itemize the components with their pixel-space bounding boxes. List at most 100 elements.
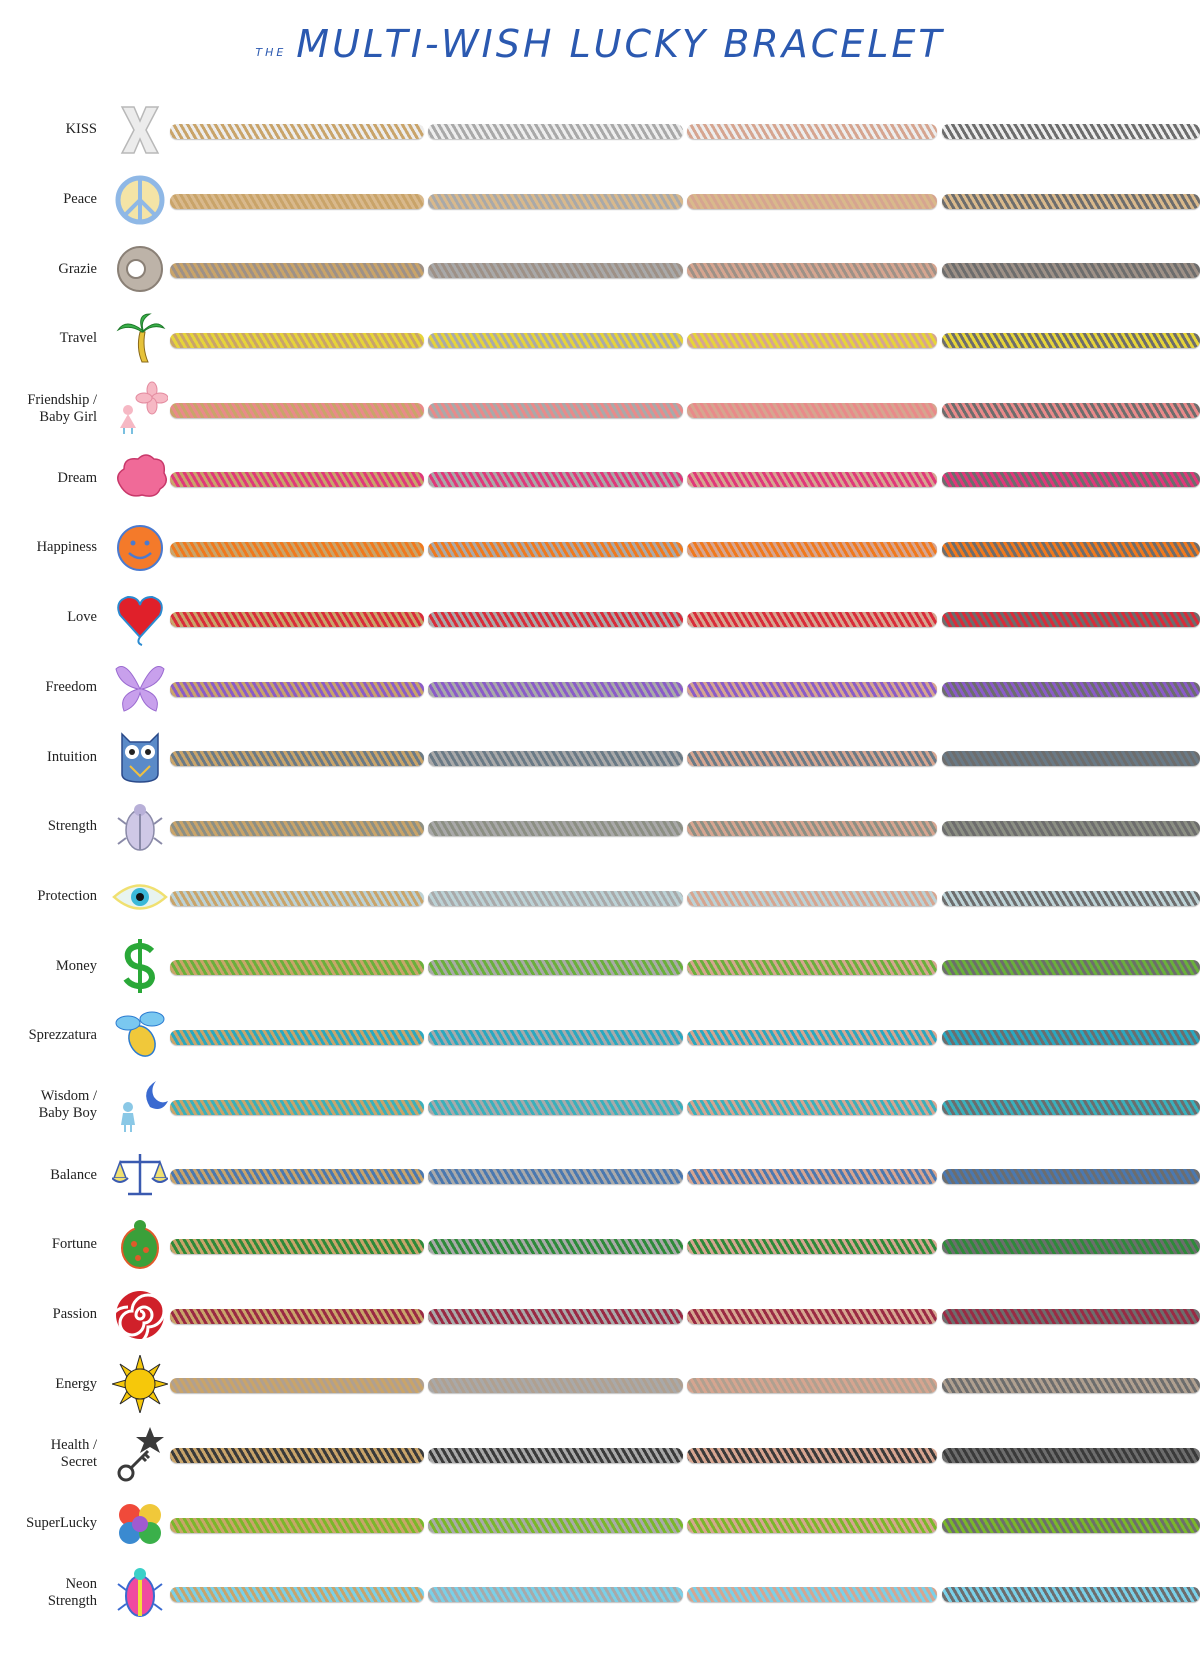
bracelet-row: Fortune [0, 1210, 1200, 1280]
bracelet-row: KISS [0, 95, 1200, 165]
bracelet-swatch [428, 890, 683, 906]
bracelet-row: SuperLucky [0, 1489, 1200, 1559]
bracelet-swatch [687, 542, 937, 558]
bracelet-swatch [942, 681, 1200, 697]
bracelet-swatch [942, 1308, 1200, 1324]
bracelet-swatch [942, 611, 1200, 627]
wish-label: Intuition [47, 748, 97, 765]
bracelet-swatch [942, 1029, 1200, 1045]
key-star-icon [112, 1425, 168, 1483]
wish-label: Love [67, 609, 97, 626]
bracelet-row: Freedom [0, 653, 1200, 723]
bracelet-swatch [170, 681, 424, 697]
bracelet-swatch [687, 1169, 937, 1185]
heart-icon [112, 589, 168, 647]
bracelet-swatch [170, 193, 424, 209]
title-prefix: THE [255, 46, 287, 59]
bracelet-swatch [428, 1029, 683, 1045]
moon-boy-icon [112, 1077, 168, 1135]
wish-label: Travel [59, 330, 97, 347]
bracelet-swatch [687, 1308, 937, 1324]
bracelet-swatch [687, 1099, 937, 1115]
bracelet-swatch [687, 1378, 937, 1394]
peace-icon [112, 171, 168, 229]
smiley-icon [112, 519, 168, 577]
bracelet-row: Grazie [0, 234, 1200, 304]
bracelet-swatch [170, 1239, 424, 1254]
bracelet-swatch [170, 1029, 424, 1045]
wish-label: Peace [63, 191, 97, 208]
scales-icon [112, 1146, 168, 1204]
bracelet-swatch [170, 890, 424, 906]
bracelet-swatch [170, 1378, 424, 1394]
bracelet-swatch [428, 960, 683, 976]
bracelet-swatch [687, 751, 937, 767]
bracelet-swatch [428, 263, 683, 279]
bracelet-swatch [687, 1517, 937, 1533]
bracelet-swatch [170, 1169, 424, 1185]
rainbow-clover-icon [112, 1495, 168, 1553]
bracelet-swatch [170, 960, 424, 976]
bracelet-row: Health / Secret [0, 1419, 1200, 1489]
spiral-icon [112, 1286, 168, 1344]
bracelet-swatch [942, 1378, 1200, 1394]
bracelet-row: Love [0, 583, 1200, 653]
wish-label: Fortune [51, 1236, 97, 1253]
bracelet-swatch [428, 333, 683, 349]
wish-label: SuperLucky [26, 1515, 97, 1532]
bracelet-swatch [428, 681, 683, 697]
bracelet-swatch [170, 820, 424, 836]
bracelet-swatch [428, 611, 683, 627]
bracelet-swatch [428, 472, 683, 488]
bracelet-swatch [170, 1099, 424, 1115]
bracelet-swatch [942, 124, 1200, 139]
bracelet-row: Travel [0, 304, 1200, 374]
bracelet-swatch [942, 890, 1200, 906]
wish-label: Wisdom / Baby Boy [38, 1088, 97, 1122]
bracelet-swatch [687, 124, 937, 139]
bracelet-swatch [428, 751, 683, 767]
bracelet-swatch [170, 124, 424, 139]
wish-label: Energy [55, 1375, 97, 1392]
bracelet-swatch [170, 402, 424, 418]
bracelet-swatch [428, 542, 683, 558]
flower-girl-icon [112, 380, 168, 438]
bracelet-swatch [942, 1169, 1200, 1185]
bracelet-swatch [170, 1517, 424, 1533]
bracelet-swatch [170, 472, 424, 488]
bracelet-swatch [942, 333, 1200, 349]
wish-label: Strength [47, 818, 97, 835]
bracelet-swatch [687, 333, 937, 349]
bracelet-row: Intuition [0, 722, 1200, 792]
bracelet-swatch [428, 1239, 683, 1254]
bracelet-swatch [687, 193, 937, 209]
bracelet-swatch [687, 820, 937, 836]
bracelet-row: Energy [0, 1349, 1200, 1419]
bracelet-swatch [170, 611, 424, 627]
bracelet-swatch [942, 1239, 1200, 1254]
bracelet-row: Strength [0, 792, 1200, 862]
page-title: THE MULTI-WISH LUCKY BRACELET [0, 22, 1200, 66]
bracelet-swatch [942, 1099, 1200, 1115]
dollar-icon [112, 937, 168, 995]
bracelet-swatch [687, 1587, 937, 1603]
bracelet-swatch [428, 1517, 683, 1533]
x-icon [112, 101, 168, 159]
bracelet-row: Happiness [0, 513, 1200, 583]
palm-tree-icon [112, 310, 168, 368]
bracelet-table: KISS Peace Grazie Travel Friendship / Baby G… [0, 95, 1200, 1628]
bracelet-swatch [942, 542, 1200, 558]
wish-label: Protection [37, 887, 97, 904]
bracelet-row: Money [0, 931, 1200, 1001]
scarab-icon [112, 798, 168, 856]
wish-label: KISS [65, 121, 97, 138]
wish-label: Neon Strength [47, 1576, 97, 1610]
turtle-icon [112, 1216, 168, 1274]
bracelet-swatch [687, 402, 937, 418]
bracelet-swatch [170, 1448, 424, 1464]
bracelet-row: Wisdom / Baby Boy [0, 1071, 1200, 1141]
bracelet-swatch [428, 402, 683, 418]
owl-icon [112, 728, 168, 786]
bracelet-swatch [942, 472, 1200, 488]
bee-icon [112, 1007, 168, 1065]
